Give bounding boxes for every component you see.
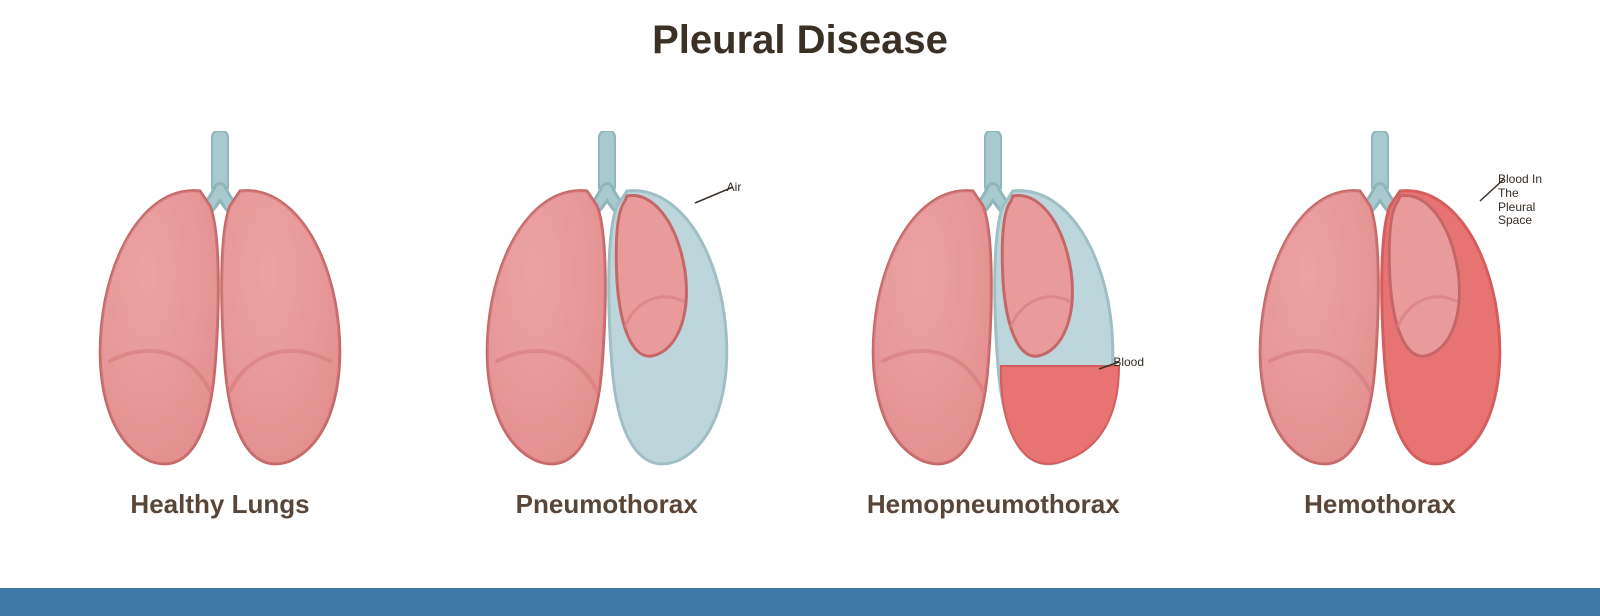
panel-hemopneumothorax: Blood Hemopneumothorax [813, 131, 1173, 520]
annotation-label: Blood [1113, 356, 1144, 370]
panel-caption: Hemothorax [1304, 489, 1456, 520]
lungs-illustration [437, 131, 777, 471]
panel-caption: Hemopneumothorax [867, 489, 1120, 520]
panel-healthy: Healthy Lungs [40, 131, 400, 520]
annotation-label: Air [727, 181, 742, 195]
lungs-illustration [50, 131, 390, 471]
annotation-label: Blood In The Pleural Space [1498, 173, 1560, 228]
panel-pneumothorax: Air Pneumothorax [427, 131, 787, 520]
page-title: Pleural Disease [0, 18, 1600, 63]
bottom-bar [0, 588, 1600, 616]
panel-caption: Healthy Lungs [130, 489, 309, 520]
panel-row: Healthy Lungs Air Pneumothorax [40, 80, 1560, 520]
lungs-illustration [823, 131, 1163, 471]
panel-caption: Pneumothorax [516, 489, 698, 520]
panel-hemothorax: Blood In The Pleural Space Hemothorax [1200, 131, 1560, 520]
